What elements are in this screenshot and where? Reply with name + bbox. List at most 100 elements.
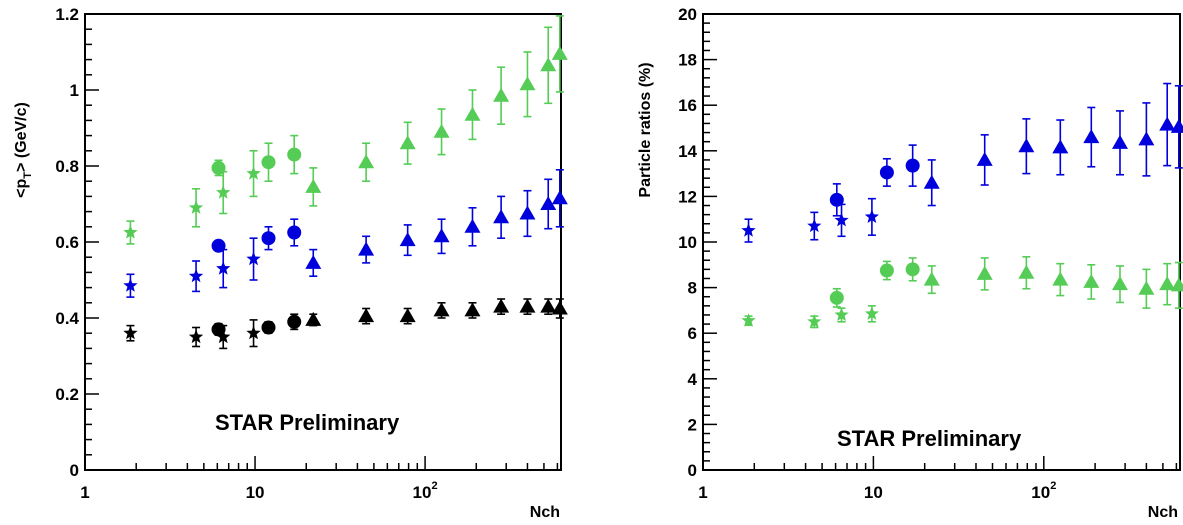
y-tick-label: 0.8 [55, 157, 79, 176]
data-point-triangle [493, 298, 510, 313]
data-point-circle [261, 320, 276, 335]
data-point-circle [211, 160, 226, 175]
data-point-triangle [923, 271, 940, 286]
x-tick-label-base: 10 [864, 483, 883, 502]
x-tick-label: 1 [80, 483, 89, 502]
data-point-circle [211, 238, 226, 253]
data-point-star [246, 251, 261, 266]
data-point-triangle [1111, 134, 1128, 149]
data-marks [123, 15, 568, 350]
data-point-triangle [1170, 277, 1183, 292]
star-preliminary-label: STAR Preliminary [837, 426, 1022, 451]
data-point-circle [287, 314, 302, 329]
data-point-star [246, 166, 261, 180]
plot-frame [702, 13, 1181, 471]
data-point-triangle [1052, 271, 1069, 286]
data-point-triangle [305, 178, 322, 193]
data-point-triangle [540, 57, 557, 72]
data-point-circle [829, 192, 844, 207]
data-point-triangle [464, 106, 481, 121]
y-tick-label: 2 [688, 415, 697, 434]
star-preliminary-label: STAR Preliminary [215, 410, 400, 435]
y-tick-label: 1 [70, 81, 79, 100]
y-tick-label: 0.2 [55, 385, 79, 404]
data-point-triangle [433, 123, 450, 138]
y-tick-label: 10 [678, 233, 697, 252]
y-tick-label: 0.4 [55, 309, 79, 328]
data-point-triangle [464, 218, 481, 233]
data-point-triangle [305, 311, 322, 326]
data-point-circle [879, 263, 894, 278]
data-point-circle [879, 165, 894, 180]
data-point-triangle [976, 265, 993, 280]
data-point-triangle [433, 228, 450, 243]
data-point-triangle [551, 190, 568, 205]
x-axis-label: Nch [530, 504, 560, 521]
x-axis-label: Nch [1148, 504, 1178, 521]
data-point-circle [261, 155, 276, 170]
x-tick-label: 1 [698, 483, 707, 502]
y-tick-label: 18 [678, 51, 697, 70]
x-tick-label: 102 [413, 480, 438, 502]
y-tick-label: 16 [678, 96, 697, 115]
y-axis-label-pre: <p [13, 178, 30, 197]
y-axis-label-post: > (GeV/c) [13, 102, 30, 172]
data-point-triangle [399, 135, 416, 150]
data-point-triangle [519, 76, 536, 91]
data-point-star [864, 209, 879, 223]
data-point-star [741, 223, 756, 237]
data-point-circle [829, 290, 844, 305]
data-marks [741, 82, 1183, 329]
data-point-star [864, 306, 879, 320]
data-point-circle [287, 147, 302, 162]
y-tick-label: 0.6 [55, 233, 79, 252]
x-tick-label-exponent: 2 [1050, 480, 1056, 492]
y-tick-label: 0 [70, 461, 79, 480]
data-point-triangle [1018, 264, 1035, 279]
data-point-triangle [1052, 139, 1069, 154]
data-point-star [807, 314, 822, 328]
data-point-triangle [551, 300, 568, 315]
y-tick-label: 14 [678, 142, 697, 161]
x-tick-label-base: 10 [246, 483, 265, 502]
data-point-triangle [493, 87, 510, 102]
data-point-star [741, 313, 756, 327]
data-point-triangle [358, 241, 375, 256]
y-tick-label: 0 [688, 461, 697, 480]
data-point-triangle [976, 151, 993, 166]
data-point-triangle [540, 298, 557, 313]
data-point-star [807, 218, 822, 233]
data-point-star [834, 212, 849, 227]
data-point-triangle [519, 205, 536, 220]
data-point-star [188, 200, 204, 214]
data-point-star [246, 325, 261, 340]
data-point-circle [905, 158, 920, 173]
data-point-star [123, 325, 138, 340]
data-point-triangle [519, 298, 536, 313]
data-point-triangle [1170, 118, 1183, 133]
x-tick-label-exponent: 2 [431, 480, 437, 492]
y-axis-label: <pT> (GeV/c) [13, 102, 34, 198]
data-point-star [123, 278, 138, 292]
data-point-triangle [1083, 129, 1100, 144]
data-point-triangle [305, 254, 322, 269]
data-point-triangle [551, 45, 568, 60]
x-tick-label: 10 [246, 483, 265, 502]
y-tick-label: 4 [688, 370, 698, 389]
y-axis-label-sub: T [22, 172, 34, 179]
data-point-circle [287, 225, 302, 240]
data-point-triangle [358, 308, 375, 323]
y-axis-label: Particle ratios (%) [637, 62, 654, 197]
data-point-triangle [1018, 138, 1035, 153]
data-point-triangle [433, 302, 450, 317]
x-tick-label-base: 10 [1031, 483, 1050, 502]
data-point-star [188, 329, 204, 344]
data-point-circle [261, 231, 276, 246]
x-tick-label-base: 1 [698, 483, 707, 502]
data-point-triangle [1083, 273, 1100, 288]
data-point-triangle [1138, 280, 1155, 295]
